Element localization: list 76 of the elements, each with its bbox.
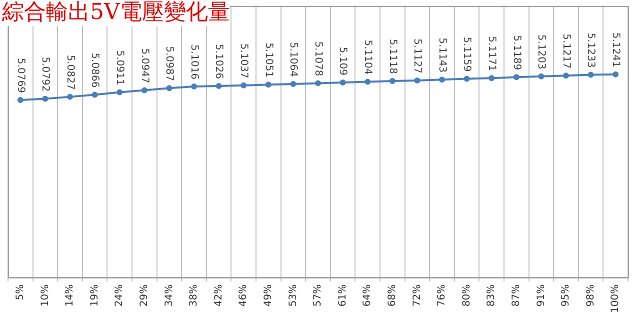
x-tick-label: 38%: [188, 284, 200, 307]
point: [216, 83, 222, 90]
x-tick-label: 19%: [89, 284, 100, 307]
data-label: 5.0947: [138, 48, 150, 84]
point: [141, 87, 148, 94]
data-label: 5.1037: [238, 43, 250, 78]
data-label: 5.1233: [585, 32, 596, 68]
x-tick-label: 87%: [510, 284, 522, 307]
x-tick-label: 64%: [362, 284, 374, 307]
data-label: 5.1143: [436, 38, 448, 73]
point: [464, 76, 470, 82]
x-tick-label: 80%: [461, 284, 472, 307]
data-label: 5.1026: [213, 44, 224, 80]
data-label: 5.1051: [262, 42, 274, 78]
x-tick-label: 98%: [585, 284, 596, 307]
point: [191, 84, 197, 90]
x-tick-label: 91%: [536, 284, 547, 307]
x-tick-label: 34%: [164, 284, 175, 307]
x-tick-label: 29%: [138, 284, 150, 307]
data-label: 5.0792: [40, 56, 51, 92]
data-label: 5.1016: [188, 44, 200, 80]
x-tick-label: 24%: [114, 284, 126, 307]
point: [414, 78, 420, 84]
data-label: 5.0866: [89, 52, 100, 88]
chart-title: 綜合輸出5V電壓變化量: [2, 0, 230, 26]
point: [315, 80, 321, 86]
point: [240, 82, 247, 88]
point: [17, 96, 24, 103]
x-tick-label: 95%: [560, 284, 572, 307]
point: [439, 76, 445, 83]
point: [92, 92, 98, 98]
data-label: 5.0987: [164, 46, 175, 82]
point: [340, 80, 346, 86]
x-tick-label: 76%: [436, 284, 448, 307]
point: [364, 78, 371, 85]
point: [513, 74, 520, 80]
data-label: 5.1064: [288, 42, 299, 77]
x-tick-label: 46%: [238, 284, 250, 307]
point: [612, 71, 619, 78]
x-tick-label: 10%: [40, 284, 51, 307]
point: [116, 89, 123, 96]
x-tick-label: 14%: [64, 284, 76, 307]
point: [42, 96, 48, 102]
point: [290, 80, 296, 87]
data-label: 5.109: [337, 46, 348, 76]
data-label: 5.1118: [386, 39, 398, 74]
x-tick-label: 49%: [262, 284, 274, 307]
point: [67, 94, 73, 100]
data-label: 5.1171: [486, 36, 498, 72]
data-label: 5.1159: [461, 36, 472, 72]
x-tick-label: 53%: [288, 284, 299, 307]
x-tick-label: 5%: [14, 284, 26, 300]
data-label: 5.0769: [14, 58, 26, 93]
point: [389, 78, 396, 84]
x-tick-label: 68%: [386, 284, 398, 307]
x-tick-label: 100%: [610, 284, 622, 314]
point: [265, 82, 272, 88]
data-label: 5.1127: [412, 38, 423, 74]
data-label: 5.0911: [114, 50, 126, 86]
data-label: 5.1241: [610, 32, 622, 68]
point: [563, 72, 569, 79]
point: [588, 72, 594, 78]
data-label: 5.1078: [312, 41, 324, 76]
x-tick-label: 57%: [312, 284, 324, 307]
data-label: 5.0827: [64, 54, 76, 90]
point: [488, 75, 495, 82]
point: [166, 85, 172, 92]
data-label: 5.1217: [560, 34, 572, 69]
data-label: 5.1189: [510, 35, 522, 70]
data-label: 5.1104: [362, 40, 374, 75]
data-label: 5.1203: [536, 34, 547, 70]
x-tick-label: 72%: [412, 284, 423, 307]
point: [538, 73, 544, 80]
x-tick-label: 42%: [213, 284, 224, 307]
x-tick-label: 83%: [486, 284, 498, 307]
x-tick-label: 61%: [337, 284, 348, 307]
